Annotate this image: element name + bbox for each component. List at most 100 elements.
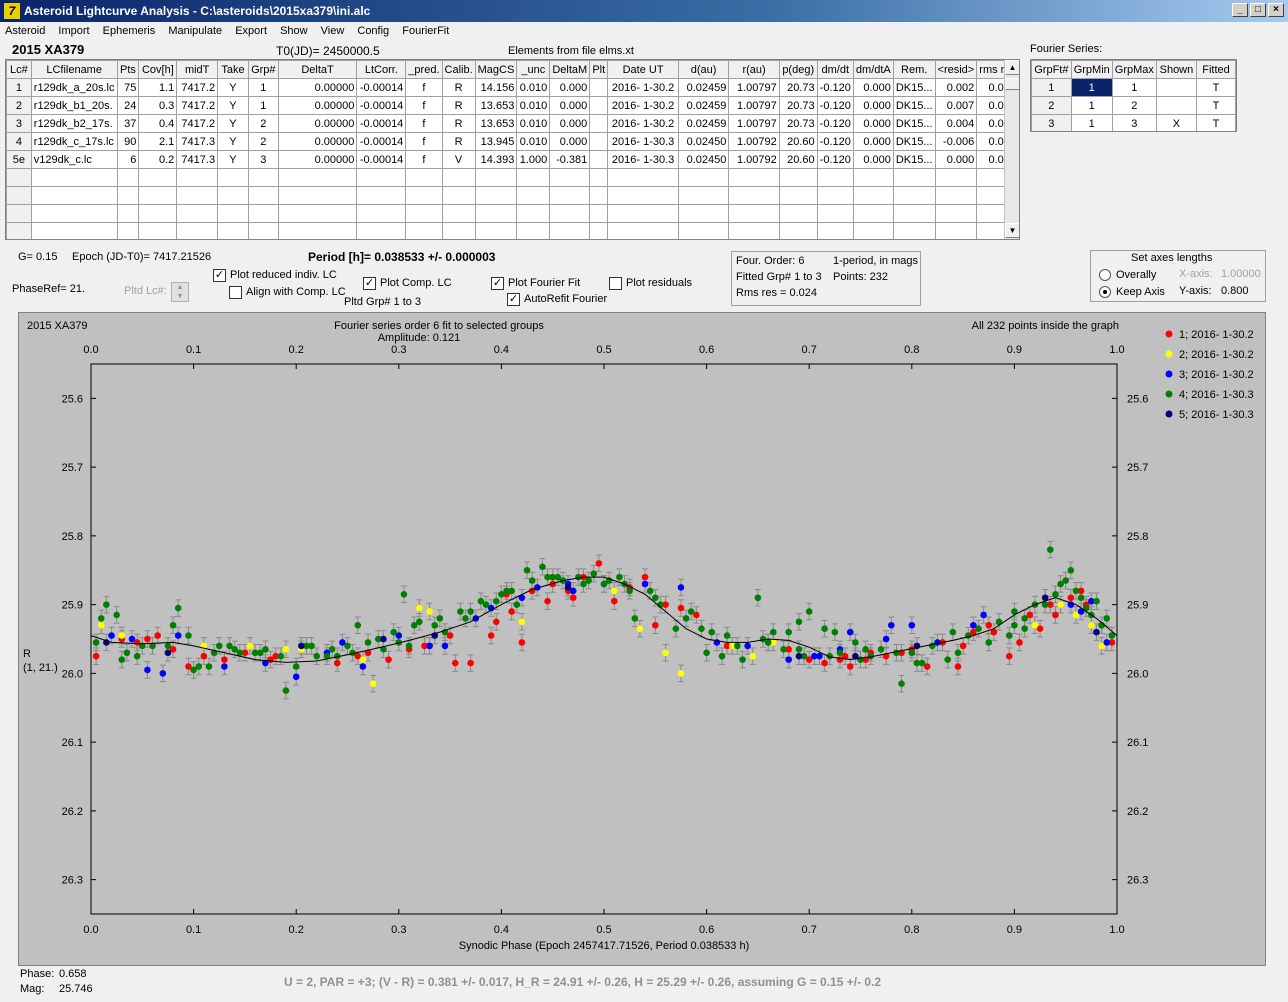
table-cell[interactable]: 1.000	[516, 150, 551, 169]
table-cell[interactable]: 0.00000	[277, 78, 358, 97]
table-cell[interactable]: 1.1	[138, 78, 178, 97]
empty-cell[interactable]	[474, 168, 518, 187]
empty-cell[interactable]	[30, 204, 118, 223]
empty-cell[interactable]	[6, 186, 32, 205]
empty-cell[interactable]	[441, 204, 476, 223]
empty-cell[interactable]	[934, 186, 978, 205]
empty-row[interactable]	[6, 168, 1019, 187]
empty-cell[interactable]	[549, 186, 591, 205]
table-cell[interactable]: R	[441, 96, 476, 115]
empty-cell[interactable]	[441, 186, 476, 205]
empty-cell[interactable]	[138, 168, 178, 187]
table-cell[interactable]: 0.000	[549, 96, 591, 115]
empty-cell[interactable]	[778, 186, 818, 205]
empty-cell[interactable]	[30, 168, 118, 187]
empty-cell[interactable]	[892, 222, 936, 239]
empty-cell[interactable]	[516, 168, 551, 187]
fs-row-header[interactable]: 2	[1031, 96, 1072, 115]
lightcurve-plot[interactable]: 2015 XA379 Fourier series order 6 fit to …	[18, 312, 1266, 966]
table-cell[interactable]: -0.120	[816, 78, 854, 97]
fs-cell[interactable]	[1155, 78, 1197, 97]
table-cell[interactable]: 2016- 1-30.3	[607, 132, 679, 151]
empty-cell[interactable]	[217, 204, 249, 223]
table-cell[interactable]: r129dk_b1_20s.	[30, 96, 118, 115]
empty-cell[interactable]	[247, 186, 279, 205]
spin-up-icon[interactable]: ▲	[176, 284, 184, 291]
empty-cell[interactable]	[356, 168, 407, 187]
empty-cell[interactable]	[516, 222, 551, 239]
empty-cell[interactable]	[217, 222, 249, 239]
table-cell[interactable]: 13.653	[474, 114, 518, 133]
empty-cell[interactable]	[589, 204, 609, 223]
table-cell[interactable]: R	[441, 78, 476, 97]
table-cell[interactable]: 75	[116, 78, 140, 97]
lightcurve-table[interactable]: Lc# LCfilename Pts Cov[h] midT Take Grp# DeltaT…	[5, 59, 1020, 240]
empty-cell[interactable]	[277, 204, 358, 223]
empty-cell[interactable]	[549, 168, 591, 187]
table-cell[interactable]: f	[405, 96, 443, 115]
fs-cell[interactable]: 3	[1111, 114, 1157, 131]
row-header[interactable]: 5e	[6, 150, 32, 169]
table-cell[interactable]	[589, 114, 609, 133]
scroll-thumb[interactable]	[1005, 78, 1019, 90]
table-cell[interactable]: 2	[247, 132, 279, 151]
empty-cell[interactable]	[934, 222, 978, 239]
menu-import[interactable]: Import	[58, 25, 90, 37]
table-cell[interactable]: Y	[217, 150, 249, 169]
empty-cell[interactable]	[607, 222, 679, 239]
table-row[interactable]: 2 r129dk_b1_20s. 24 0.3 7417.2 Y 1 0.00000 -0.00…	[6, 96, 1019, 115]
empty-cell[interactable]	[116, 222, 140, 239]
table-cell[interactable]: 20.60	[778, 132, 818, 151]
empty-cell[interactable]	[30, 186, 118, 205]
empty-cell[interactable]	[176, 186, 219, 205]
empty-cell[interactable]	[816, 186, 854, 205]
table-cell[interactable]	[589, 78, 609, 97]
empty-cell[interactable]	[217, 168, 249, 187]
lc-col-header[interactable]: LCfilename	[30, 60, 118, 79]
lc-col-header[interactable]: dm/dtA	[852, 60, 894, 79]
table-cell[interactable]: -0.120	[816, 114, 854, 133]
empty-cell[interactable]	[138, 186, 178, 205]
fs-cell[interactable]: 1	[1111, 78, 1157, 97]
table-cell[interactable]: 0.02450	[677, 132, 730, 151]
empty-cell[interactable]	[677, 222, 730, 239]
lc-col-header[interactable]: _pred.	[405, 60, 443, 79]
table-cell[interactable]: 3	[247, 150, 279, 169]
table-cell[interactable]: DK15...	[892, 96, 936, 115]
table-cell[interactable]: 24	[116, 96, 140, 115]
table-cell[interactable]: f	[405, 132, 443, 151]
table-cell[interactable]: 2016- 1-30.2	[607, 78, 679, 97]
menu-show[interactable]: Show	[280, 25, 308, 37]
table-cell[interactable]: 0.010	[516, 96, 551, 115]
table-cell[interactable]: 0.02459	[677, 96, 730, 115]
empty-cell[interactable]	[677, 168, 730, 187]
table-cell[interactable]	[589, 150, 609, 169]
fs-row-header[interactable]: 1	[1031, 78, 1072, 97]
lc-col-header[interactable]: Plt	[589, 60, 609, 79]
table-cell[interactable]: 0.000	[852, 150, 894, 169]
lc-col-header[interactable]: Pts	[116, 60, 140, 79]
table-cell[interactable]: 0.010	[516, 132, 551, 151]
empty-cell[interactable]	[778, 222, 818, 239]
row-header[interactable]: 3	[6, 114, 32, 133]
empty-cell[interactable]	[816, 204, 854, 223]
fs-col-header[interactable]: GrpFt#	[1031, 60, 1072, 79]
empty-cell[interactable]	[516, 204, 551, 223]
autorefit-checkbox[interactable]: ✓	[507, 293, 520, 306]
table-cell[interactable]: Y	[217, 96, 249, 115]
empty-cell[interactable]	[677, 204, 730, 223]
title-bar[interactable]: 7 Asteroid Lightcurve Analysis - C:\aste…	[0, 0, 1288, 22]
menu-ephemeris[interactable]: Ephemeris	[102, 25, 156, 37]
empty-cell[interactable]	[116, 186, 140, 205]
fs-col-header[interactable]: Fitted	[1195, 60, 1236, 79]
empty-cell[interactable]	[589, 168, 609, 187]
spin-down-icon[interactable]: ▼	[176, 293, 184, 300]
table-cell[interactable]: V	[441, 150, 476, 169]
table-cell[interactable]: -0.120	[816, 132, 854, 151]
align-comp-checkbox[interactable]	[229, 286, 242, 299]
table-cell[interactable]: -0.120	[816, 96, 854, 115]
plot-fourier-checkbox[interactable]: ✓	[491, 277, 504, 290]
lc-col-header[interactable]: DeltaM	[549, 60, 591, 79]
empty-cell[interactable]	[277, 168, 358, 187]
table-cell[interactable]: 14.156	[474, 78, 518, 97]
